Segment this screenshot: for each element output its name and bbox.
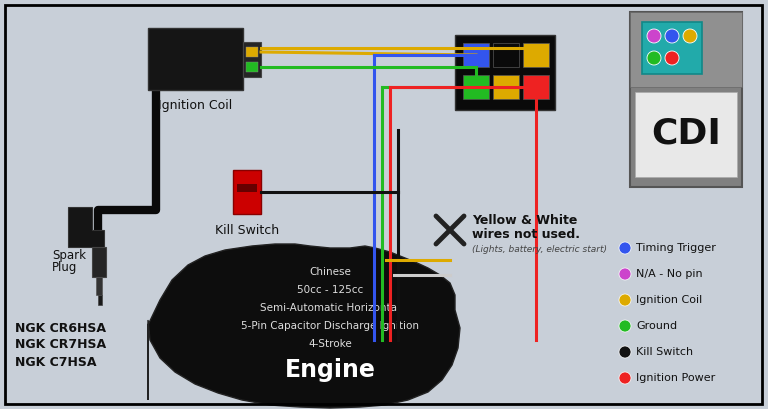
Bar bbox=[493, 43, 519, 67]
Text: CDI: CDI bbox=[651, 117, 721, 151]
Bar bbox=[463, 75, 489, 99]
Text: 4-Stroke: 4-Stroke bbox=[308, 339, 352, 349]
Text: Timing Trigger: Timing Trigger bbox=[636, 243, 716, 253]
Circle shape bbox=[619, 346, 631, 358]
Text: Semi-Automatic Horizontal: Semi-Automatic Horizontal bbox=[260, 303, 400, 313]
Bar bbox=[246, 62, 258, 72]
Bar bbox=[523, 43, 549, 67]
Circle shape bbox=[665, 51, 679, 65]
Bar bbox=[98, 295, 102, 305]
Polygon shape bbox=[68, 207, 104, 247]
Bar bbox=[455, 35, 555, 110]
Text: NGK C7HSA: NGK C7HSA bbox=[15, 355, 97, 369]
Bar bbox=[642, 22, 702, 74]
Text: Plug: Plug bbox=[52, 261, 78, 274]
Bar bbox=[243, 42, 261, 77]
Text: Spark: Spark bbox=[52, 249, 86, 261]
Circle shape bbox=[683, 29, 697, 43]
Circle shape bbox=[665, 29, 679, 43]
Text: NGK CR6HSA: NGK CR6HSA bbox=[15, 321, 106, 335]
Circle shape bbox=[619, 372, 631, 384]
Text: Kill Switch: Kill Switch bbox=[215, 223, 279, 236]
Text: Ignition Coil: Ignition Coil bbox=[636, 295, 702, 305]
Text: NGK CR7HSA: NGK CR7HSA bbox=[15, 339, 106, 351]
Text: Ground: Ground bbox=[636, 321, 677, 331]
Text: (Lights, battery, electric start): (Lights, battery, electric start) bbox=[472, 245, 607, 254]
Bar bbox=[92, 247, 106, 277]
Circle shape bbox=[619, 268, 631, 280]
Bar bbox=[635, 92, 737, 177]
Bar bbox=[493, 75, 519, 99]
Circle shape bbox=[619, 294, 631, 306]
Text: Chinese: Chinese bbox=[309, 267, 351, 277]
Text: Ignition Coil: Ignition Coil bbox=[158, 99, 233, 112]
Text: wires not used.: wires not used. bbox=[472, 229, 580, 241]
Circle shape bbox=[619, 320, 631, 332]
Circle shape bbox=[647, 29, 661, 43]
Bar bbox=[246, 47, 258, 57]
Text: 50cc - 125cc: 50cc - 125cc bbox=[297, 285, 363, 295]
Bar bbox=[233, 170, 261, 214]
Circle shape bbox=[647, 51, 661, 65]
Text: 5-Pin Capacitor Discharge Ignition: 5-Pin Capacitor Discharge Ignition bbox=[241, 321, 419, 331]
Bar bbox=[148, 28, 243, 90]
Bar bbox=[630, 12, 742, 87]
Bar bbox=[630, 12, 742, 187]
Bar bbox=[463, 43, 489, 67]
Text: Ignition Power: Ignition Power bbox=[636, 373, 715, 383]
Polygon shape bbox=[148, 244, 460, 408]
Circle shape bbox=[619, 242, 631, 254]
Text: Yellow & White: Yellow & White bbox=[472, 213, 578, 227]
Bar bbox=[237, 184, 257, 192]
Bar bbox=[523, 75, 549, 99]
Text: N/A - No pin: N/A - No pin bbox=[636, 269, 703, 279]
Text: Kill Switch: Kill Switch bbox=[636, 347, 694, 357]
Text: Engine: Engine bbox=[285, 358, 376, 382]
Bar bbox=[96, 277, 102, 295]
